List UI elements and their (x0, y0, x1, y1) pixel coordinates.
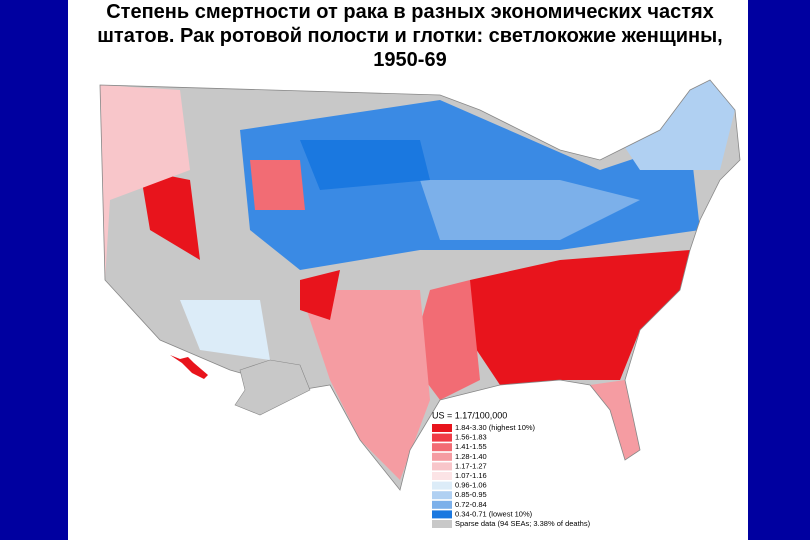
hawaii (170, 355, 208, 379)
alaska (234, 359, 311, 416)
legend-label: 0.72-0.84 (455, 500, 487, 509)
legend-swatch (432, 520, 452, 528)
legend-label: 0.34-0.71 (lowest 10%) (455, 509, 533, 518)
legend-swatch (432, 500, 452, 509)
legend-swatch (432, 424, 452, 432)
legend-swatch (432, 443, 452, 452)
legend-label: 1.84-3.30 (highest 10%) (455, 423, 536, 432)
legend-swatch (432, 481, 452, 490)
legend-swatch (432, 433, 452, 442)
legend: US = 1.17/100,000 1.84-3.30 (highest 10%… (432, 410, 591, 528)
us-map (100, 80, 740, 490)
legend-swatch (432, 452, 452, 461)
legend-swatch (432, 462, 452, 471)
legend-swatch (432, 491, 452, 500)
us-outline (99, 79, 741, 491)
legend-label: 1.17-1.27 (455, 461, 487, 470)
legend-label: 1.41-1.55 (455, 442, 487, 451)
legend-label: Sparse data (94 SEAs; 3.38% of deaths) (455, 519, 591, 528)
legend-swatch (432, 510, 452, 519)
legend-label: 0.96-1.06 (455, 481, 487, 490)
title: Степень смертности от рака в разных экон… (72, 0, 748, 76)
legend-label: 1.07-1.16 (455, 471, 487, 480)
legend-label: 1.28-1.40 (455, 452, 487, 461)
legend-swatch (432, 472, 452, 480)
legend-summary: US = 1.17/100,000 (432, 410, 507, 420)
legend-label: 0.85-0.95 (455, 490, 487, 499)
legend-label: 1.56-1.83 (455, 433, 487, 442)
